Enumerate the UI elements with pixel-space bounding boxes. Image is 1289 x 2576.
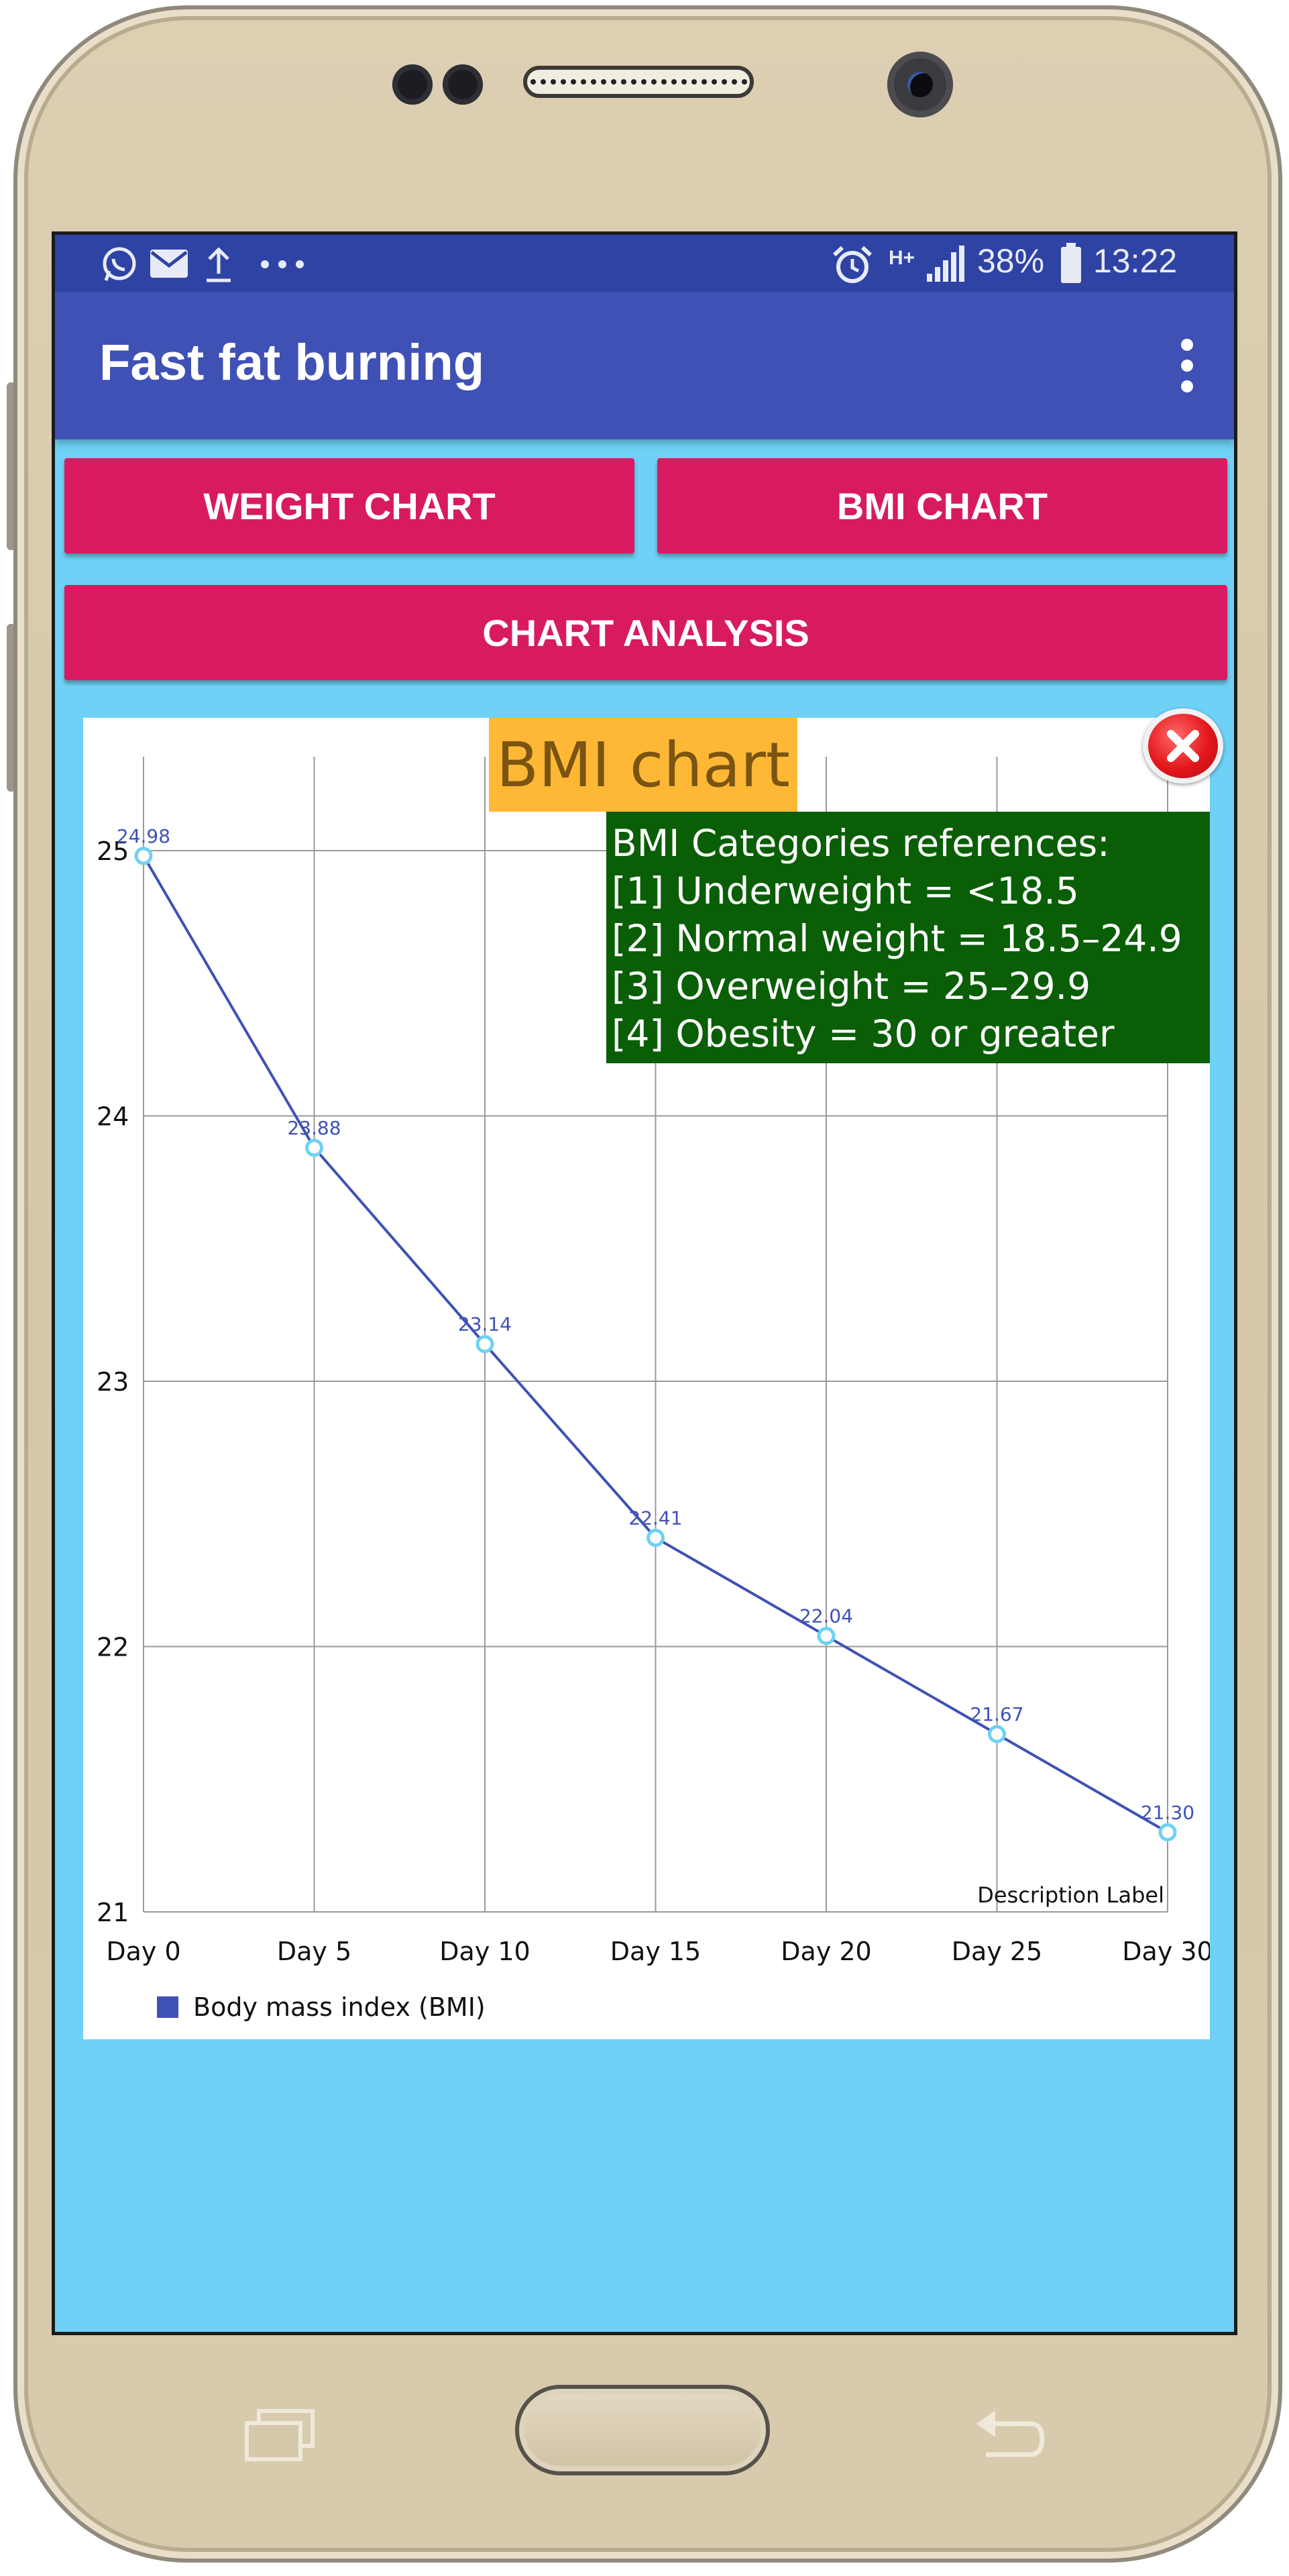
description-label: Description Label (977, 1882, 1164, 1908)
overflow-menu-icon[interactable] (1174, 339, 1200, 392)
screen: H+ 38% 13:22 Fast fat burning WEIGHT CHA… (52, 231, 1237, 2335)
legend-label: Body mass index (BMI) (193, 1992, 486, 2022)
bmi-reference-obesity: [4] Obesity = 30 or greater (612, 1012, 1115, 1055)
data-label: 22.04 (799, 1605, 853, 1627)
x-tick-label: Day 15 (610, 1937, 701, 1966)
x-tick-label: Day 5 (277, 1937, 351, 1966)
y-tick-label: 24 (97, 1102, 129, 1132)
chart-title: BMI chart (489, 718, 797, 812)
x-tick-label: Day 0 (106, 1937, 180, 1966)
clock: 13:22 (1093, 242, 1178, 280)
bmi-reference-overweight: [3] Overweight = 25–29.9 (612, 965, 1091, 1008)
bmi-reference-underweight: [1] Underweight = <18.5 (612, 869, 1079, 912)
data-point (647, 1528, 665, 1547)
x-tick-label: Day 10 (439, 1937, 530, 1966)
bmi-line-chart: 21 22 23 24 25 Day 0 Day 5 Day 10 Day 15 Day 20 Da… (97, 757, 1210, 1966)
front-camera (887, 52, 953, 117)
data-label: 23.88 (287, 1117, 341, 1139)
x-tick-label: Day 25 (952, 1937, 1042, 1966)
data-point (988, 1725, 1006, 1743)
y-tick-label: 22 (97, 1633, 129, 1662)
more-dots-icon (261, 260, 304, 268)
data-point (475, 1335, 494, 1354)
bmi-reference-normal: [2] Normal weight = 18.5–24.9 (612, 917, 1182, 960)
data-point (134, 847, 153, 865)
signal-icon (927, 246, 964, 282)
bmi-references-heading: BMI Categories references: (612, 822, 1110, 865)
whatsapp-icon (103, 247, 136, 281)
mail-icon (150, 250, 188, 278)
app-title: Fast fat burning (99, 334, 485, 391)
network-type-label: H+ (889, 247, 915, 269)
x-tick-label: Day 30 (1122, 1937, 1210, 1966)
recents-icon[interactable] (243, 2408, 317, 2462)
y-tick-label: 21 (97, 1898, 129, 1927)
earpiece-speaker (523, 66, 754, 98)
data-point (1158, 1823, 1177, 1841)
y-tick-label: 23 (97, 1367, 129, 1397)
x-tick-label: Day 20 (781, 1937, 871, 1966)
battery-percent: 38% (977, 242, 1045, 280)
bmi-chart-button[interactable]: BMI CHART (657, 458, 1227, 553)
data-label: 24.98 (117, 825, 170, 847)
chart-legend: Body mass index (BMI) (157, 1992, 486, 2022)
data-label: 21.30 (1141, 1801, 1194, 1823)
close-icon[interactable] (1143, 708, 1223, 784)
proximity-sensor (392, 64, 433, 105)
data-point (817, 1627, 836, 1646)
weight-chart-button[interactable]: WEIGHT CHART (64, 458, 634, 553)
legend-swatch (157, 1996, 178, 2018)
y-tick-label: 25 (97, 837, 129, 866)
upload-icon (207, 247, 231, 282)
data-point (305, 1138, 323, 1157)
battery-icon (1061, 243, 1081, 283)
data-label: 23.14 (458, 1313, 512, 1336)
chart-analysis-button[interactable]: CHART ANALYSIS (64, 585, 1227, 680)
back-icon[interactable] (972, 2405, 1046, 2465)
status-bar: H+ 38% 13:22 (55, 235, 1234, 292)
app-bar: Fast fat burning (55, 292, 1234, 439)
data-label: 22.41 (628, 1507, 682, 1529)
chart-panel: 21 22 23 24 25 Day 0 Day 5 Day 10 Day 15 Day 20 Da… (83, 708, 1223, 2039)
home-button[interactable] (515, 2385, 770, 2475)
bmi-references-box: BMI Categories references: [1] Underweig… (606, 812, 1210, 1063)
alarm-icon (832, 246, 873, 283)
data-label: 21.67 (970, 1703, 1023, 1725)
light-sensor (443, 64, 483, 105)
